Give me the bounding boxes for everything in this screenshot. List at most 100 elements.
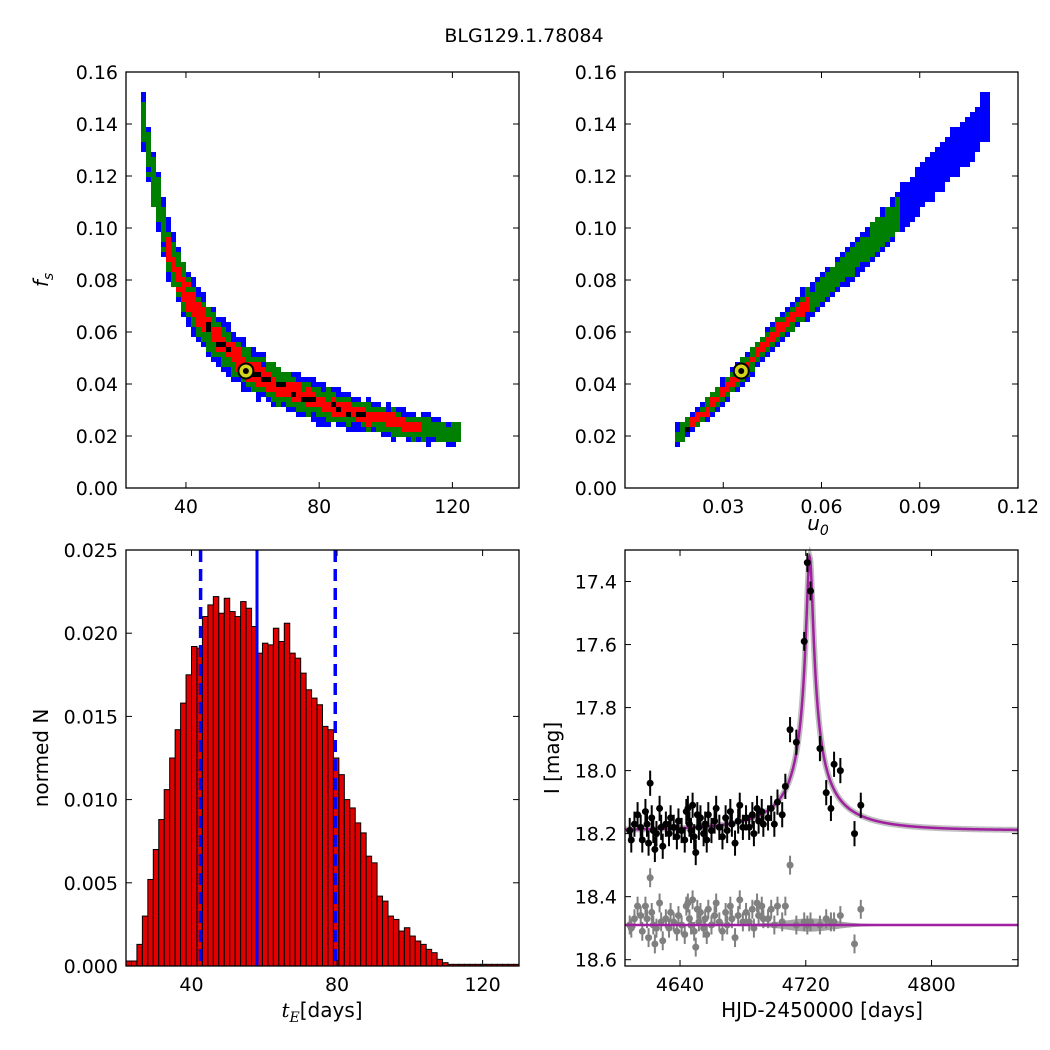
posterior-cell-red (186, 297, 191, 302)
posterior-cell-red (700, 412, 705, 417)
posterior-cell-green (865, 257, 870, 262)
posterior-cell-blue (226, 372, 231, 377)
posterior-cell-green (755, 342, 760, 347)
data-point (691, 833, 698, 840)
posterior-cell-red (276, 392, 281, 397)
posterior-cell-green (750, 367, 755, 372)
posterior-cell-green (436, 427, 441, 432)
posterior-cell-red (201, 312, 206, 317)
posterior-cell-green (865, 247, 870, 252)
posterior-cell-red (351, 412, 356, 417)
posterior-cell-blue (426, 437, 431, 442)
posterior-cell-green (351, 417, 356, 422)
posterior-cell-blue (940, 182, 945, 187)
posterior-cell-blue (940, 172, 945, 177)
posterior-cell-blue (985, 122, 990, 127)
posterior-cell-red (795, 307, 800, 312)
posterior-cell-red (765, 337, 770, 342)
y-tick-label: 0.14 (76, 114, 118, 136)
posterior-cell-red (171, 262, 176, 267)
posterior-cell-red (166, 257, 171, 262)
posterior-cell-blue (755, 362, 760, 367)
posterior-cell-red (800, 302, 805, 307)
posterior-cell-green (890, 222, 895, 227)
posterior-cell-blue (960, 122, 965, 127)
posterior-cell-blue (815, 307, 820, 312)
posterior-cell-blue (166, 277, 171, 282)
posterior-cell-blue (945, 157, 950, 162)
posterior-cell-red (780, 322, 785, 327)
posterior-cell-blue (945, 162, 950, 167)
posterior-cell-blue (216, 357, 221, 362)
posterior-cell-green (835, 272, 840, 277)
posterior-cell-green (835, 282, 840, 287)
posterior-cell-red (281, 392, 286, 397)
posterior-cell-blue (975, 137, 980, 142)
posterior-cell-blue (431, 437, 436, 442)
posterior-cell-blue (980, 117, 985, 122)
posterior-cell-red (296, 392, 301, 397)
posterior-cell-blue (980, 122, 985, 127)
x-tick-label: 80 (325, 974, 349, 996)
posterior-cell-green (266, 367, 271, 372)
posterior-cell-blue (940, 187, 945, 192)
posterior-cell-blue (775, 342, 780, 347)
posterior-cell-green (441, 432, 446, 437)
posterior-cell-red (191, 302, 196, 307)
posterior-cell-blue (241, 387, 246, 392)
posterior-cell-green (451, 422, 456, 427)
posterior-cell-blue (426, 442, 431, 447)
posterior-cell-black (281, 382, 286, 387)
posterior-cell-blue (890, 202, 895, 207)
posterior-cell-green (151, 162, 156, 167)
histogram-bar (421, 944, 426, 966)
posterior-cell-green (331, 392, 336, 397)
posterior-cell-red (750, 357, 755, 362)
posterior-cell-green (830, 277, 835, 282)
posterior-cell-blue (955, 127, 960, 132)
posterior-cell-green (755, 357, 760, 362)
posterior-cell-blue (950, 132, 955, 137)
residual-point (713, 899, 720, 906)
posterior-cell-green (795, 317, 800, 322)
posterior-cell-blue (161, 197, 166, 202)
posterior-cell-blue (306, 377, 311, 382)
posterior-cell-green (855, 247, 860, 252)
posterior-cell-blue (321, 422, 326, 427)
posterior-cell-green (141, 132, 146, 137)
posterior-cell-green (870, 222, 875, 227)
posterior-cell-blue (810, 282, 815, 287)
data-point (628, 836, 635, 843)
posterior-cell-green (171, 277, 176, 282)
posterior-cell-blue (366, 397, 371, 402)
residual-point (648, 909, 655, 916)
posterior-cell-black (206, 327, 211, 332)
posterior-cell-green (745, 357, 750, 362)
posterior-cell-blue (326, 422, 331, 427)
posterior-cell-green (276, 402, 281, 407)
posterior-cell-green (241, 352, 246, 357)
posterior-cell-red (730, 382, 735, 387)
posterior-cell-green (161, 237, 166, 242)
posterior-cell-red (196, 322, 201, 327)
posterior-cell-red (216, 327, 221, 332)
posterior-cell-green (341, 417, 346, 422)
histogram-bar (377, 896, 382, 966)
posterior-cell-green (411, 417, 416, 422)
posterior-cell-red (306, 387, 311, 392)
posterior-cell-blue (915, 187, 920, 192)
posterior-cell-blue (920, 197, 925, 202)
posterior-cell-green (161, 232, 166, 237)
posterior-cell-red (271, 377, 276, 382)
posterior-cell-green (141, 112, 146, 117)
histogram-bar (224, 598, 229, 966)
posterior-cell-blue (156, 172, 161, 177)
posterior-cell-blue (900, 187, 905, 192)
posterior-cell-green (411, 437, 416, 442)
posterior-cell-blue (321, 382, 326, 387)
posterior-cell-blue (291, 372, 296, 377)
posterior-cell-red (705, 407, 710, 412)
posterior-cell-green (845, 252, 850, 257)
posterior-cell-black (226, 347, 231, 352)
posterior-cell-blue (940, 152, 945, 157)
